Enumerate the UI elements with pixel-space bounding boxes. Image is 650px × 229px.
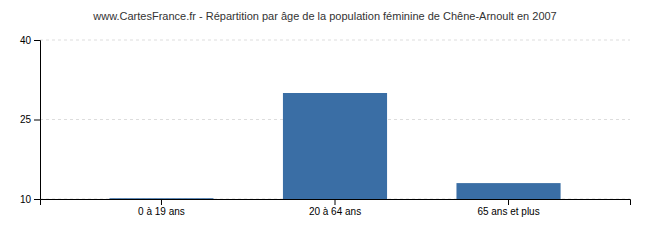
tick-mark	[34, 40, 40, 41]
bar	[456, 183, 560, 199]
tick-label: 65 ans et plus	[477, 206, 539, 217]
tick-label: 20 à 64 ans	[309, 206, 361, 217]
tick: 10	[20, 194, 40, 205]
axis-line	[34, 41, 41, 200]
tick: 0 à 19 ans	[138, 199, 185, 217]
tick-label: 25	[20, 114, 32, 125]
grid-line	[40, 40, 630, 41]
grid	[40, 40, 630, 199]
tick-mark	[161, 199, 162, 205]
bar	[283, 93, 387, 199]
tick-mark	[335, 199, 336, 205]
tick-label: 10	[20, 194, 32, 205]
bar	[109, 198, 213, 199]
tick-label: 40	[20, 35, 32, 46]
tick: 20 à 64 ans	[309, 199, 361, 217]
chart: www.CartesFrance.fr - Répartition par âg…	[0, 0, 650, 229]
tick-mark	[508, 199, 509, 205]
y-axis: 10 25 40	[20, 35, 41, 205]
tick-mark	[34, 120, 40, 121]
plot: 10 25 40 0 à 19 ans 20 à 64 ans 65 ans et plu…	[20, 35, 631, 217]
tick: 65 ans et plus	[477, 199, 539, 217]
x-axis: 0 à 19 ans 20 à 64 ans 65 ans et plus	[41, 199, 631, 217]
tick: 25	[20, 114, 40, 125]
tick-label: 0 à 19 ans	[138, 206, 185, 217]
axis-line	[41, 200, 631, 206]
tick: 40	[20, 35, 40, 46]
bars	[109, 93, 560, 199]
tick-mark	[34, 199, 40, 200]
title: www.CartesFrance.fr - Répartition par âg…	[92, 10, 557, 22]
